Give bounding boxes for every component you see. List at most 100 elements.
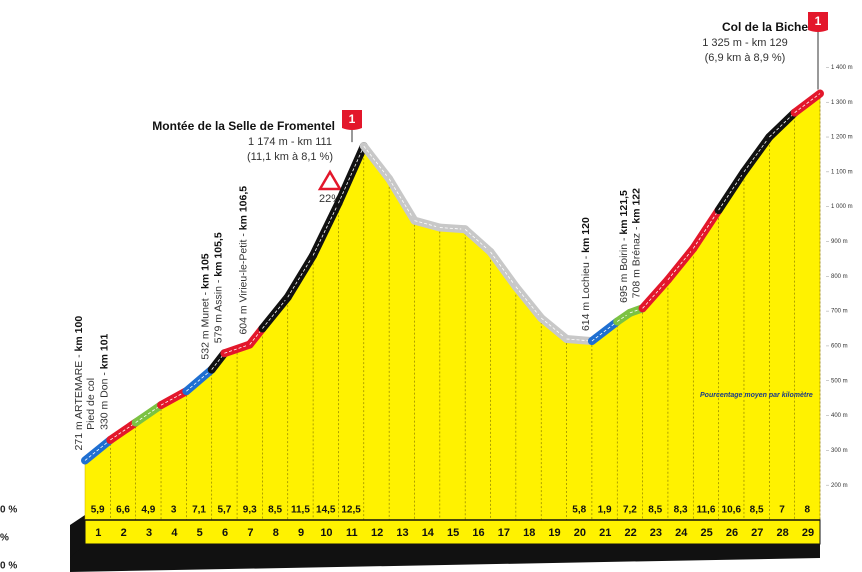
- y-tick-label: 200 m: [831, 483, 848, 489]
- y-tick-label: 500 m: [831, 378, 848, 384]
- km-band: [84, 519, 821, 545]
- ridge-centerline: [667, 248, 694, 281]
- ridge-centerline: [287, 255, 314, 298]
- km-label: 12: [371, 527, 383, 539]
- gradient-label: 8,5: [268, 505, 282, 516]
- place-km: km 122: [630, 188, 642, 224]
- place-label: 614 m Lochieu - km 120: [580, 217, 592, 331]
- summit-climb: (6,9 km à 8,9 %): [705, 52, 786, 64]
- km-label: 5: [197, 527, 203, 539]
- gradient-label: 8: [805, 505, 811, 516]
- warning-sign: [317, 169, 343, 191]
- ridge-centerline: [642, 279, 669, 309]
- ridge-centerline: [718, 171, 745, 211]
- note: Pourcentage moyen par kilomètre: [700, 392, 813, 399]
- ridge-centerline: [566, 338, 592, 342]
- km-label: 2: [121, 527, 127, 539]
- gradient-label: 7,1: [192, 505, 206, 516]
- gradient-label: 7: [779, 505, 785, 516]
- ridge-centerline: [743, 136, 770, 173]
- y-tick-label: 1 200 m: [831, 135, 853, 141]
- summit-info: 1 325 m - km 129: [702, 37, 788, 49]
- ridge-centerline: [388, 178, 415, 221]
- y-tick-label: 1 400 m: [831, 65, 853, 71]
- ridge-centerline: [540, 317, 567, 340]
- ridge-segment: [157, 387, 191, 410]
- place-km: km 106,5: [238, 186, 250, 231]
- legend-fragment: %: [0, 533, 9, 544]
- gradient-label: 11,6: [696, 505, 715, 516]
- ridge-centerline: [464, 228, 491, 253]
- place-label: 579 m Assin - km 105,5: [212, 232, 224, 343]
- gradient-label: 4,9: [141, 505, 155, 516]
- place-km: km 121,5: [618, 190, 630, 235]
- ridge-segment: [309, 199, 343, 260]
- place-km: km 105: [200, 253, 212, 289]
- place-name: 579 m Assin -: [212, 277, 224, 344]
- place-label: 532 m Munet - km 105: [200, 253, 212, 359]
- profile-area: [84, 93, 821, 521]
- summit-climb: (11,1 km à 8,1 %): [247, 151, 333, 163]
- gradient-label: 5,7: [217, 505, 231, 516]
- km-label: 20: [574, 527, 586, 539]
- ridge-centerline: [338, 145, 365, 204]
- place-km: km 100: [73, 316, 85, 352]
- km-label: 3: [146, 527, 152, 539]
- y-tick-label: 700 m: [831, 309, 848, 315]
- ridge-centerline: [135, 404, 162, 423]
- ridge-centerline: [692, 209, 719, 249]
- km-label: 19: [548, 527, 560, 539]
- gradient-label: 6,6: [116, 505, 130, 516]
- gradient-label: 14,5: [316, 505, 336, 516]
- place-name: 708 m Brénaz -: [630, 224, 642, 299]
- legend-fragment: 0 %: [0, 505, 17, 516]
- category: 1: [349, 112, 356, 126]
- place-km: km 101: [98, 333, 110, 369]
- gradient-label: 12,5: [341, 505, 361, 516]
- ridge-centerline: [84, 439, 111, 461]
- km-label: 9: [298, 527, 304, 539]
- gradient-label: 10,6: [722, 505, 742, 516]
- gradient-label: 7,2: [623, 505, 637, 516]
- y-tick-label: 800 m: [831, 274, 848, 280]
- y-tick-label: 900 m: [831, 239, 848, 245]
- km-label: 21: [599, 527, 611, 539]
- y-tick-label: 1 300 m: [831, 100, 853, 106]
- km-label: 23: [650, 527, 662, 539]
- gradient-label: 8,5: [750, 505, 764, 516]
- summit-name: Col de la Biche: [722, 20, 808, 34]
- ridge-centerline: [769, 112, 795, 138]
- place-name: 604 m Virieu-le-Petit -: [238, 230, 250, 334]
- place-name: 330 m Don -: [98, 369, 110, 430]
- y-tick-label: 400 m: [831, 413, 848, 419]
- base-band: [70, 544, 820, 572]
- ridge-centerline: [439, 227, 466, 230]
- y-tick-label: 1 000 m: [831, 204, 853, 210]
- km-label: 25: [700, 527, 712, 539]
- km-label: 26: [726, 527, 738, 539]
- ridge-centerline: [262, 296, 289, 329]
- ridge-centerline: [186, 369, 212, 392]
- km-label: 22: [624, 527, 636, 539]
- y-tick-label: 600 m: [831, 344, 848, 350]
- km-label: 16: [472, 527, 484, 539]
- km-label: 15: [447, 527, 459, 539]
- km-label: 14: [422, 527, 435, 539]
- gradient-label: 11,5: [291, 505, 310, 516]
- y-tick-label: 300 m: [831, 448, 848, 454]
- place-name: 695 m Boirin -: [618, 235, 630, 303]
- place-name: 532 m Munet -: [200, 289, 212, 360]
- ridge-centerline: [490, 251, 517, 287]
- gradient-label: 1,9: [598, 505, 612, 516]
- place-label: 271 m ARTEMARE - km 100: [73, 316, 85, 451]
- km-label: 28: [777, 527, 789, 539]
- km-label: 4: [171, 527, 178, 539]
- km-label: 18: [523, 527, 535, 539]
- legend-fragment: 0 %: [0, 561, 17, 572]
- km-label: 13: [396, 527, 408, 539]
- km-label: 8: [273, 527, 279, 539]
- place-km: km 120: [580, 217, 592, 253]
- place-label: 330 m Don - km 101: [98, 333, 110, 429]
- km-label: 1: [95, 527, 101, 539]
